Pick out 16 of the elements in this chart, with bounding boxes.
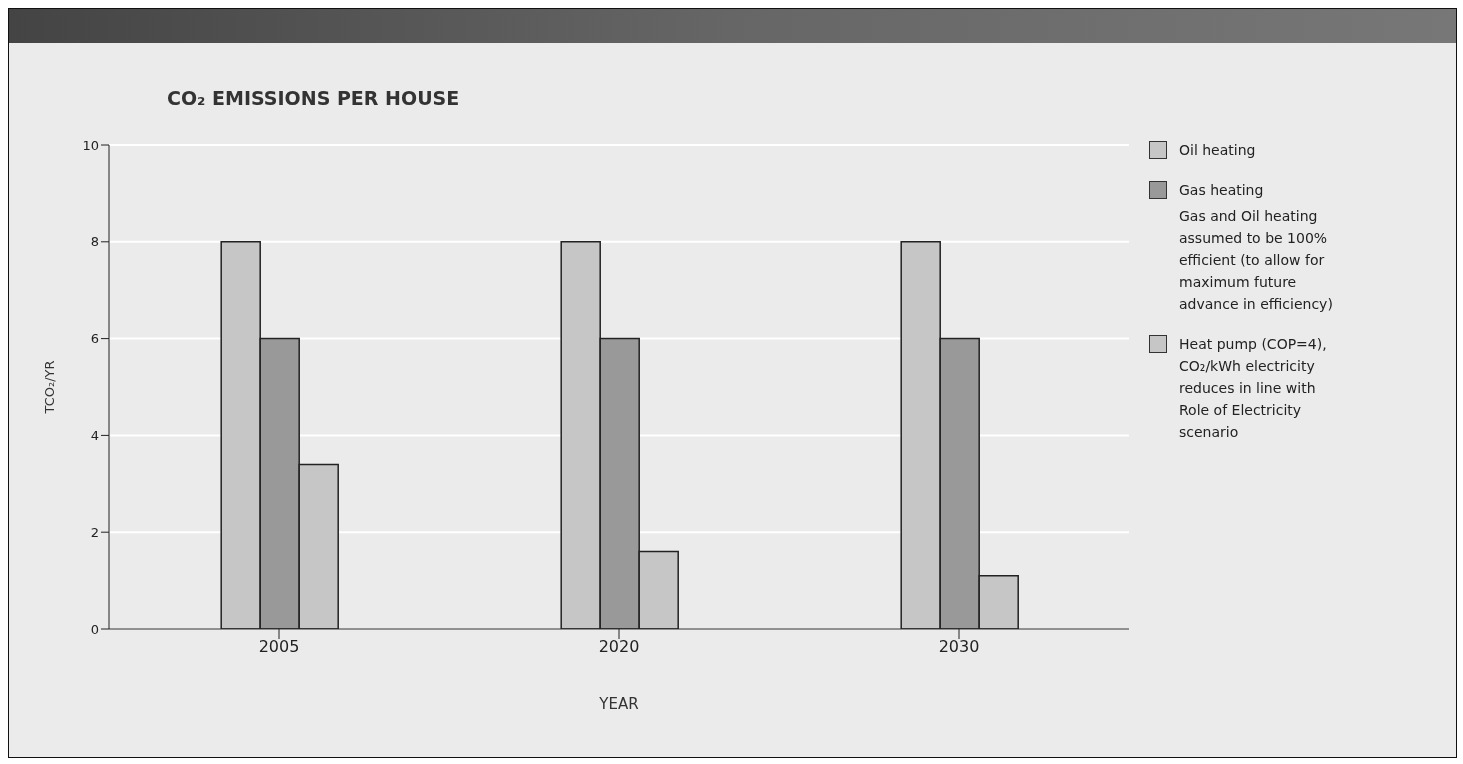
y-tick-label: 0 [90, 621, 99, 637]
chart-title: CO₂ EMISSIONS PER HOUSE [167, 87, 460, 109]
x-tick-label: 2005 [258, 637, 300, 657]
text: Gas and Oil heating assumed to be 100% efficient (to allow for maximum future advance in efficiency) [1179, 207, 1334, 314]
y-tick-label: 6 [90, 331, 99, 347]
y-tick-label: 2 [90, 524, 99, 540]
legend-label: Gas heating [1179, 182, 1264, 198]
y-axis-title: TCO₂/YR [41, 360, 57, 415]
y-tick-label: 4 [90, 428, 99, 444]
legend-label: Heat pump (COP=4), CO₂/kWh electricity reduces in line with Role of Electricity scenario [1179, 335, 1328, 442]
x-tick-label: 2030 [938, 637, 980, 657]
legend-label: Oil heating [1179, 141, 1257, 160]
x-tick-label: 2020 [598, 637, 640, 657]
x-axis-title: YEAR [598, 695, 639, 713]
y-tick-label: 8 [90, 234, 99, 250]
y-tick-label: 10 [82, 137, 99, 153]
